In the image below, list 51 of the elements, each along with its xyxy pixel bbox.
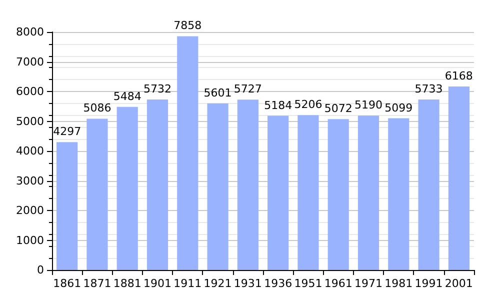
x-tick-label: 1861 — [53, 277, 82, 290]
y-tick-label: 5000 — [16, 114, 44, 128]
bar — [237, 100, 258, 270]
bar — [328, 119, 349, 270]
bar — [56, 142, 78, 270]
data-label: 5206 — [294, 98, 322, 112]
x-tick-label: 1911 — [174, 277, 202, 290]
bar — [268, 116, 289, 270]
data-label: 5184 — [264, 98, 292, 112]
y-tick-label: 2000 — [16, 204, 44, 217]
data-label: 5484 — [113, 90, 142, 103]
x-tick-label: 1936 — [264, 277, 292, 290]
data-label: 5190 — [354, 98, 382, 112]
data-label: 4297 — [53, 125, 82, 138]
y-tick-label: 7000 — [16, 55, 44, 68]
x-tick-label: 1991 — [414, 277, 443, 290]
bar — [86, 118, 108, 270]
data-label: 7858 — [174, 19, 202, 32]
x-tick-label: 1961 — [324, 277, 352, 290]
bar — [207, 103, 228, 270]
data-label: 5601 — [204, 86, 232, 100]
data-label: 5733 — [414, 82, 443, 96]
data-label: 5072 — [324, 102, 352, 116]
x-tick-label: 1871 — [83, 277, 112, 290]
data-label: 5732 — [144, 82, 172, 96]
y-tick-label: 1000 — [16, 234, 44, 247]
x-tick-label: 1951 — [294, 277, 322, 290]
data-label: 5086 — [83, 102, 112, 115]
x-tick-label: 1881 — [113, 277, 142, 290]
x-tick-label: 1901 — [144, 277, 172, 290]
y-tick-label: 4000 — [16, 144, 44, 158]
data-label: 5727 — [234, 82, 262, 96]
y-tick-label: 6000 — [16, 85, 44, 98]
x-tick-label: 2001 — [444, 277, 473, 290]
y-tick-label: 0 — [37, 264, 44, 276]
y-tick-label: 3000 — [16, 174, 44, 188]
data-label: 5099 — [384, 101, 413, 114]
x-tick-label: 1971 — [354, 277, 382, 290]
y-tick-label: 8000 — [16, 26, 44, 38]
bar — [116, 106, 138, 270]
x-tick-label: 1921 — [204, 277, 232, 290]
bar — [388, 118, 410, 270]
data-label: 6168 — [444, 70, 473, 82]
bar — [358, 116, 380, 270]
bar — [146, 99, 168, 270]
bar — [448, 86, 470, 270]
bar — [177, 36, 198, 270]
x-tick-label: 1931 — [234, 277, 262, 290]
bar — [298, 115, 319, 270]
x-tick-label: 1981 — [384, 277, 413, 290]
bar — [418, 99, 440, 270]
